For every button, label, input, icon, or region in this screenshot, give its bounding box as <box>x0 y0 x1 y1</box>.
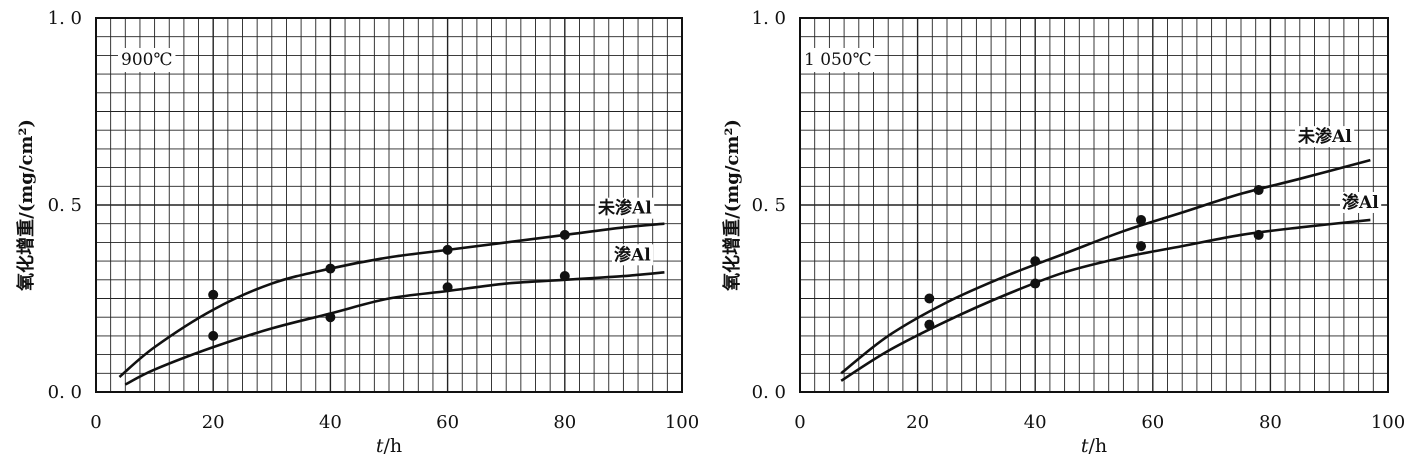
x-tick-label: 40 <box>1024 412 1047 433</box>
x-tick-label: 100 <box>665 412 699 433</box>
condition-label-box: 900℃ <box>118 48 176 72</box>
series-curve <box>840 218 1371 382</box>
x-tick-label: 100 <box>1371 412 1405 433</box>
series-label: 未渗Al <box>1297 126 1352 147</box>
data-point <box>924 319 935 330</box>
data-point <box>1136 214 1147 225</box>
x-tick-label: 0 <box>794 412 805 433</box>
x-tick-label: 80 <box>1259 412 1282 433</box>
y-axis-label: 氧化增重/(mg/cm²) <box>15 119 37 292</box>
data-point <box>1030 278 1041 289</box>
data-point <box>208 330 219 341</box>
x-axis-label: t/h <box>376 435 402 457</box>
plot-frame <box>95 17 683 393</box>
series-label: 未渗Al <box>597 198 652 219</box>
y-tick-label: 1. 0 <box>752 8 786 29</box>
data-points <box>208 229 570 341</box>
condition-label: 900℃ <box>121 50 172 70</box>
series-label-background <box>1295 126 1355 148</box>
series-curve <box>118 222 665 379</box>
data-points <box>924 185 1264 330</box>
chart-panel-900c: 0 20 40 60 80 100 0. 0 0. 5 1. 0 900℃ 未渗Al 渗Al t/… <box>15 8 699 457</box>
condition-label-box: 1 050℃ <box>801 48 875 72</box>
data-point <box>325 312 336 323</box>
series-labels: 未渗Al 渗Al <box>595 197 655 266</box>
data-point <box>208 289 219 300</box>
fitted-curves <box>118 222 665 386</box>
data-point <box>442 282 453 293</box>
x-tick-label: 60 <box>1141 412 1164 433</box>
x-axis-label: t/h <box>1081 435 1107 457</box>
series-label: 渗Al <box>1342 192 1379 213</box>
x-tick-label: 60 <box>436 412 459 433</box>
y-axis-label: 氧化增重/(mg/cm²) <box>721 119 743 292</box>
series-labels: 未渗Al 渗Al <box>1295 126 1382 213</box>
data-point <box>559 229 570 240</box>
series-label-background <box>612 244 654 266</box>
data-point <box>1030 256 1041 267</box>
data-point <box>1136 241 1147 252</box>
y-tick-label: 0. 5 <box>752 195 786 216</box>
x-tick-label: 40 <box>319 412 342 433</box>
grid-lines <box>800 18 1388 392</box>
data-point <box>1253 229 1264 240</box>
series-label-background <box>1340 191 1382 213</box>
data-point <box>924 293 935 304</box>
grid-lines <box>96 18 682 392</box>
data-point <box>325 263 336 274</box>
data-point <box>559 271 570 282</box>
tick-labels: 0 20 40 60 80 100 0. 0 0. 5 1. 0 <box>48 8 700 433</box>
y-tick-label: 0. 0 <box>752 382 786 403</box>
fitted-curves <box>840 158 1371 382</box>
series-curve <box>840 158 1371 375</box>
plot-frame <box>799 17 1389 393</box>
condition-label: 1 050℃ <box>804 50 872 70</box>
data-point <box>442 244 453 255</box>
data-point <box>1253 185 1264 196</box>
x-tick-label: 80 <box>553 412 576 433</box>
series-label-background <box>595 197 655 219</box>
x-tick-label: 0 <box>90 412 101 433</box>
y-tick-label: 1. 0 <box>48 8 82 29</box>
y-tick-label: 0. 5 <box>48 195 82 216</box>
series-label: 渗Al <box>614 244 651 265</box>
y-tick-label: 0. 0 <box>48 382 82 403</box>
tick-labels: 0 20 40 60 80 100 0. 0 0. 5 1. 0 <box>752 8 1406 433</box>
series-curve <box>124 271 665 386</box>
x-tick-label: 20 <box>906 412 929 433</box>
x-tick-label: 20 <box>202 412 225 433</box>
